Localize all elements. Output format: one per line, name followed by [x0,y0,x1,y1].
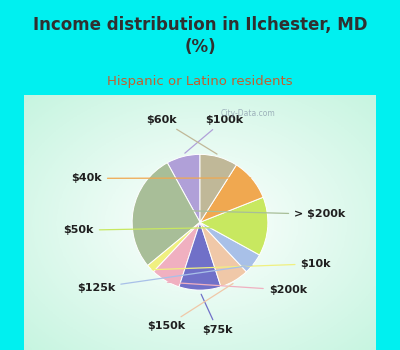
Wedge shape [154,222,200,287]
Wedge shape [200,197,268,255]
Text: $60k: $60k [146,115,217,154]
Text: $50k: $50k [64,225,266,235]
Text: $125k: $125k [77,265,252,293]
Text: $75k: $75k [201,294,233,335]
Wedge shape [200,222,260,272]
Wedge shape [200,165,263,222]
Text: Income distribution in Ilchester, MD
(%): Income distribution in Ilchester, MD (%) [33,16,367,56]
Wedge shape [132,163,200,266]
Text: $40k: $40k [71,173,251,183]
Text: Hispanic or Latino residents: Hispanic or Latino residents [107,75,293,88]
Text: $100k: $100k [185,115,243,153]
Wedge shape [179,222,221,290]
Text: > $200k: > $200k [134,209,345,219]
Wedge shape [167,154,200,222]
Wedge shape [200,222,246,287]
Text: $10k: $10k [152,259,331,270]
Text: $150k: $150k [148,284,233,331]
Wedge shape [148,222,200,272]
Text: $200k: $200k [168,282,307,295]
Wedge shape [200,154,236,222]
Text: City-Data.com: City-Data.com [221,109,276,118]
